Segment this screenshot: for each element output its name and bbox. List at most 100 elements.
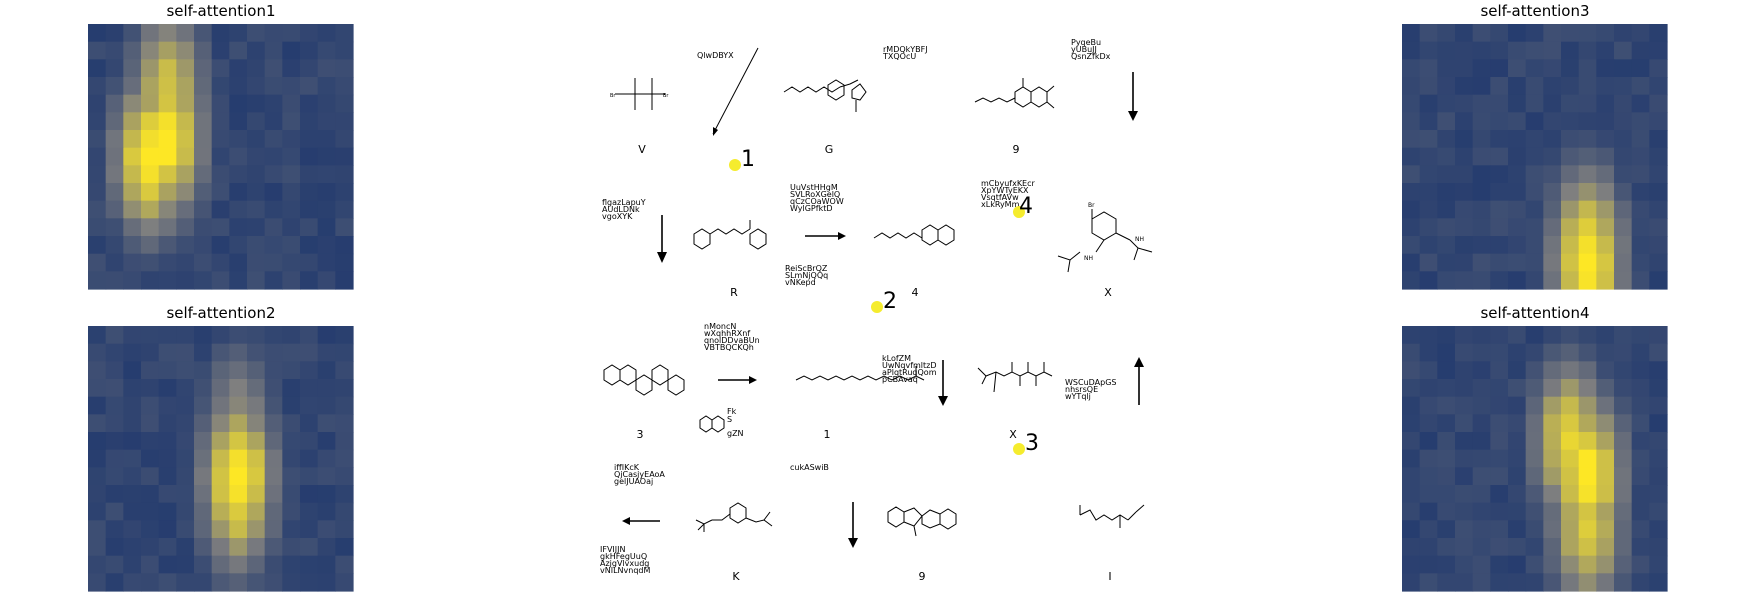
heatmap-cell <box>123 396 142 415</box>
heatmap-cell <box>1437 59 1456 78</box>
heatmap-cell <box>176 147 195 166</box>
heatmap-cell <box>1490 555 1509 574</box>
heatmap-cell <box>1596 253 1615 272</box>
heatmap-cell <box>247 218 266 237</box>
heatmap-cell <box>1596 502 1615 521</box>
heatmap-cell <box>1437 343 1456 362</box>
marker-dot <box>729 159 741 171</box>
heatmap-cell <box>229 41 248 60</box>
heatmap-cell <box>1649 485 1668 504</box>
heatmap-cell <box>335 343 354 362</box>
heatmap-cell <box>1631 361 1650 380</box>
heatmap-cell <box>1402 77 1421 96</box>
heatmap-cell <box>1472 77 1491 96</box>
heatmap-cell <box>300 573 319 592</box>
heatmap-cell <box>1472 432 1491 451</box>
heatmap-cell <box>1543 379 1562 398</box>
heatmap-cell <box>264 41 283 60</box>
heatmap-cell <box>194 271 213 290</box>
heatmap-cell <box>88 130 107 149</box>
heatmap-cell <box>211 24 230 43</box>
heatmap-cell <box>1525 414 1544 433</box>
attention-heatmap-2 <box>88 326 354 592</box>
heatmap-cell <box>282 77 301 96</box>
heatmap-cell <box>176 573 195 592</box>
heatmap-cell <box>1649 147 1668 166</box>
heatmap-cell <box>264 59 283 78</box>
heatmap-cell <box>1508 112 1527 131</box>
heatmap-cell <box>1508 326 1527 345</box>
condition-text: qCzCOaWOW <box>790 197 844 206</box>
heatmap-cell <box>264 236 283 255</box>
heatmap-cell <box>335 112 354 131</box>
heatmap-cell <box>105 485 124 504</box>
heatmap-cell <box>335 253 354 272</box>
heatmap-cell <box>123 573 142 592</box>
heatmap-cell <box>1472 94 1491 113</box>
compound-label: I <box>1108 570 1111 583</box>
heatmap-cell <box>335 24 354 43</box>
heatmap-cell <box>1614 555 1633 574</box>
heatmap-cell <box>158 467 177 486</box>
compound-label: 3 <box>637 428 644 441</box>
heatmap-cell <box>229 379 248 398</box>
heatmap-cell <box>211 130 230 149</box>
heatmap-cell <box>158 485 177 504</box>
heatmap-cell <box>1402 59 1421 78</box>
heatmap-cell <box>1525 343 1544 362</box>
condition-text: Fk <box>727 407 737 416</box>
heatmap-cell <box>300 449 319 468</box>
heatmap-cell <box>1649 59 1668 78</box>
heatmap-cell <box>1402 130 1421 149</box>
heatmap-cell <box>300 343 319 362</box>
heatmap-cell <box>1525 326 1544 345</box>
heatmap-cell <box>335 200 354 219</box>
heatmap-cell <box>1490 396 1509 415</box>
condition-text: UuVstHHgM <box>790 183 838 192</box>
condition-text: vgoXYK <box>602 212 633 221</box>
heatmap-cell <box>1543 77 1562 96</box>
marker-label: 1 <box>741 147 755 172</box>
heatmap-cell <box>88 467 107 486</box>
heatmap-cell <box>1472 326 1491 345</box>
heatmap-cell <box>105 432 124 451</box>
heatmap-cell <box>194 343 213 362</box>
heatmap-cell <box>141 555 160 574</box>
heatmap-cell <box>1508 396 1527 415</box>
heatmap-cell <box>1543 485 1562 504</box>
heatmap-cell <box>229 538 248 557</box>
heatmap-cell <box>141 253 160 272</box>
heatmap-cell <box>1472 538 1491 557</box>
molecule-overlap-small <box>699 415 725 433</box>
heatmap-cell <box>1508 573 1527 592</box>
heatmap-cell <box>247 94 266 113</box>
heatmap-cell <box>1631 343 1650 362</box>
heatmap-cell <box>176 414 195 433</box>
heatmap-cell <box>1543 165 1562 184</box>
heatmap-cell <box>1490 414 1509 433</box>
heatmap-cell <box>1649 41 1668 60</box>
atom-nh: NH <box>1135 236 1144 243</box>
heatmap-cell <box>176 520 195 539</box>
heatmap-cell <box>282 502 301 521</box>
heatmap-cell <box>1525 573 1544 592</box>
heatmap-cell <box>105 326 124 345</box>
heatmap-cell <box>158 502 177 521</box>
heatmap-cell <box>317 343 336 362</box>
heatmap-cell <box>1578 555 1597 574</box>
heatmap-cell <box>1614 112 1633 131</box>
heatmap-cell <box>1472 467 1491 486</box>
heatmap-cell <box>1561 253 1580 272</box>
heatmap-cell <box>1419 343 1438 362</box>
heatmap-cell <box>1402 147 1421 166</box>
molecule-K <box>695 502 773 532</box>
heatmap-cell <box>1561 343 1580 362</box>
heatmap-cell <box>141 396 160 415</box>
heatmap-cell <box>1455 94 1474 113</box>
condition-text: SLmNjQQq <box>785 271 828 280</box>
heatmap-cell <box>1455 200 1474 219</box>
condition-text: PyqeBu <box>1071 38 1101 47</box>
heatmap-cell <box>1561 236 1580 255</box>
condition-text: pCBAvaq <box>882 375 918 384</box>
heatmap-cell <box>1402 326 1421 345</box>
